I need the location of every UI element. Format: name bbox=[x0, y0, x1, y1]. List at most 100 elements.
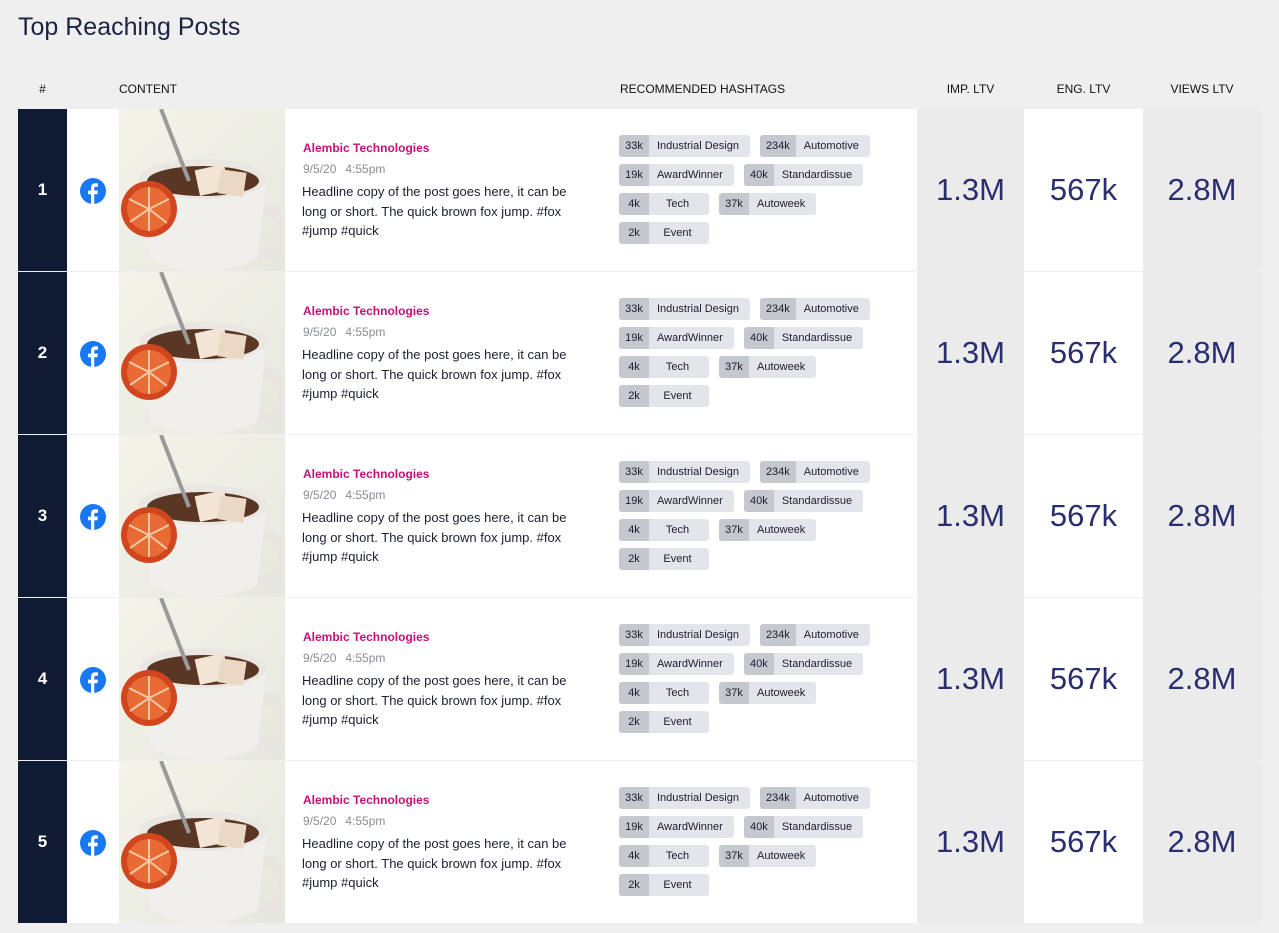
hashtag-count: 40k bbox=[743, 164, 774, 186]
facebook-icon bbox=[80, 504, 106, 535]
hashtag-chip: 33k Industrial Design bbox=[619, 624, 750, 646]
views: 2.8M bbox=[1143, 761, 1261, 923]
hashtag-count: 40k bbox=[743, 490, 774, 512]
hashtag-chip: 2k Event bbox=[619, 548, 709, 570]
hashtag-name: Event bbox=[663, 390, 692, 402]
views: 2.8M bbox=[1143, 435, 1261, 597]
hashtag-list: 33k Industrial Design 234k Automotive 19k Awa… bbox=[619, 135, 904, 244]
hashtag-chip: 2k Event bbox=[619, 711, 709, 733]
hashtag-count: 19k bbox=[619, 164, 649, 186]
time: 4:55pm bbox=[345, 162, 386, 176]
date: 9/5/20 bbox=[303, 488, 337, 502]
hashtag-count: 33k bbox=[619, 787, 649, 809]
hashtag-count: 2k bbox=[619, 711, 649, 733]
rank: 1 bbox=[18, 109, 67, 271]
table-row: 4 Alembic Technologies 9/5/20 4:55pm Headli… bbox=[18, 597, 1261, 761]
author: Alembic Technologies bbox=[303, 304, 430, 318]
post-text: Headline copy of the post goes here, it … bbox=[302, 673, 567, 727]
post-image bbox=[119, 434, 290, 602]
time: 4:55pm bbox=[345, 651, 386, 665]
hashtag-chip: 37k Autoweek bbox=[719, 682, 817, 704]
hashtag-count: 33k bbox=[619, 135, 649, 157]
engagement: 567k bbox=[1049, 824, 1118, 859]
hashtag-chip: 40k Standardissue bbox=[743, 490, 864, 512]
hashtag-count: 19k bbox=[619, 490, 649, 512]
hashtag-count: 234k bbox=[759, 135, 796, 157]
hashtag-name: Autoweek bbox=[757, 361, 806, 373]
hashtag-chip: 234k Automotive bbox=[759, 135, 870, 157]
hashtag-chip: 4k Tech bbox=[619, 682, 709, 704]
hashtag-count: 2k bbox=[619, 874, 649, 896]
hashtag-count: 2k bbox=[619, 385, 649, 407]
hashtag-name: Industrial Design bbox=[657, 140, 739, 152]
hashtag-name: Industrial Design bbox=[657, 792, 739, 804]
facebook-icon bbox=[80, 667, 106, 698]
hashtag-name: Event bbox=[663, 553, 692, 565]
hashtag-chip: 33k Industrial Design bbox=[619, 787, 750, 809]
engagement: 567k bbox=[1049, 661, 1118, 696]
hashtag-chip: 2k Event bbox=[619, 222, 709, 244]
hashtag-count: 33k bbox=[619, 298, 649, 320]
views: 2.8M bbox=[1143, 598, 1261, 760]
hashtag-chip: 40k Standardissue bbox=[743, 653, 864, 675]
column-header: ENG. LTV bbox=[1056, 82, 1111, 96]
hashtag-list: 33k Industrial Design 234k Automotive 19k Awa… bbox=[619, 624, 904, 733]
hashtag-count: 37k bbox=[719, 682, 749, 704]
hashtag-chip: 37k Autoweek bbox=[719, 845, 817, 867]
facebook-icon bbox=[80, 830, 106, 861]
hashtag-name: Automotive bbox=[803, 792, 859, 804]
hashtag-name: Standardissue bbox=[781, 169, 853, 181]
post-date: 9/5/20 4:55pm bbox=[303, 488, 394, 502]
post-date: 9/5/20 4:55pm bbox=[303, 651, 394, 665]
time: 4:55pm bbox=[345, 325, 386, 339]
hashtag-name: Tech bbox=[665, 687, 690, 699]
rank: 2 bbox=[18, 272, 67, 434]
hashtag-name: Industrial Design bbox=[657, 629, 739, 641]
author: Alembic Technologies bbox=[303, 793, 430, 807]
hashtag-name: Autoweek bbox=[757, 850, 806, 862]
hashtag-count: 4k bbox=[619, 845, 649, 867]
hashtag-chip: 4k Tech bbox=[619, 193, 709, 215]
hashtag-chip: 37k Autoweek bbox=[719, 193, 817, 215]
rank: 3 bbox=[18, 435, 67, 597]
hashtag-chip: 4k Tech bbox=[619, 519, 709, 541]
hashtag-chip: 19k AwardWinner bbox=[619, 653, 734, 675]
hashtag-name: AwardWinner bbox=[657, 169, 723, 181]
author: Alembic Technologies bbox=[303, 141, 430, 155]
hashtag-chip: 19k AwardWinner bbox=[619, 816, 734, 838]
hashtag-chip: 2k Event bbox=[619, 874, 709, 896]
hashtag-chip: 2k Event bbox=[619, 385, 709, 407]
engagement: 567k bbox=[1049, 335, 1118, 370]
hashtag-list: 33k Industrial Design 234k Automotive 19k Awa… bbox=[619, 461, 904, 570]
author: Alembic Technologies bbox=[303, 630, 430, 644]
hashtag-list: 33k Industrial Design 234k Automotive 19k Awa… bbox=[619, 298, 904, 407]
hashtag-chip: 37k Autoweek bbox=[719, 356, 817, 378]
date: 9/5/20 bbox=[303, 325, 337, 339]
hashtag-name: Standardissue bbox=[781, 495, 853, 507]
impressions: 1.3M bbox=[917, 761, 1024, 923]
hashtag-name: Autoweek bbox=[757, 198, 806, 210]
hashtag-chip: 234k Automotive bbox=[759, 624, 870, 646]
date: 9/5/20 bbox=[303, 651, 337, 665]
rank: 4 bbox=[18, 598, 67, 760]
hashtag-name: Industrial Design bbox=[657, 466, 739, 478]
hashtag-name: Standardissue bbox=[781, 658, 853, 670]
hashtag-count: 37k bbox=[719, 193, 749, 215]
column-header: IMP. LTV bbox=[946, 82, 995, 96]
post-image bbox=[119, 271, 290, 439]
hashtag-name: Tech bbox=[665, 524, 690, 536]
hashtag-name: Autoweek bbox=[757, 524, 806, 536]
post-text: Headline copy of the post goes here, it … bbox=[302, 184, 567, 238]
page-title: Top Reaching Posts bbox=[18, 13, 241, 41]
hashtag-name: Tech bbox=[665, 198, 690, 210]
post-date: 9/5/20 4:55pm bbox=[303, 162, 394, 176]
hashtag-count: 4k bbox=[619, 682, 649, 704]
column-header: VIEWS LTV bbox=[1170, 82, 1234, 96]
hashtag-chip: 37k Autoweek bbox=[719, 519, 817, 541]
post-text: Headline copy of the post goes here, it … bbox=[302, 836, 567, 890]
hashtag-chip: 19k AwardWinner bbox=[619, 164, 734, 186]
date: 9/5/20 bbox=[303, 814, 337, 828]
hashtag-chip: 33k Industrial Design bbox=[619, 461, 750, 483]
hashtag-name: Tech bbox=[665, 850, 690, 862]
impressions: 1.3M bbox=[917, 598, 1024, 760]
